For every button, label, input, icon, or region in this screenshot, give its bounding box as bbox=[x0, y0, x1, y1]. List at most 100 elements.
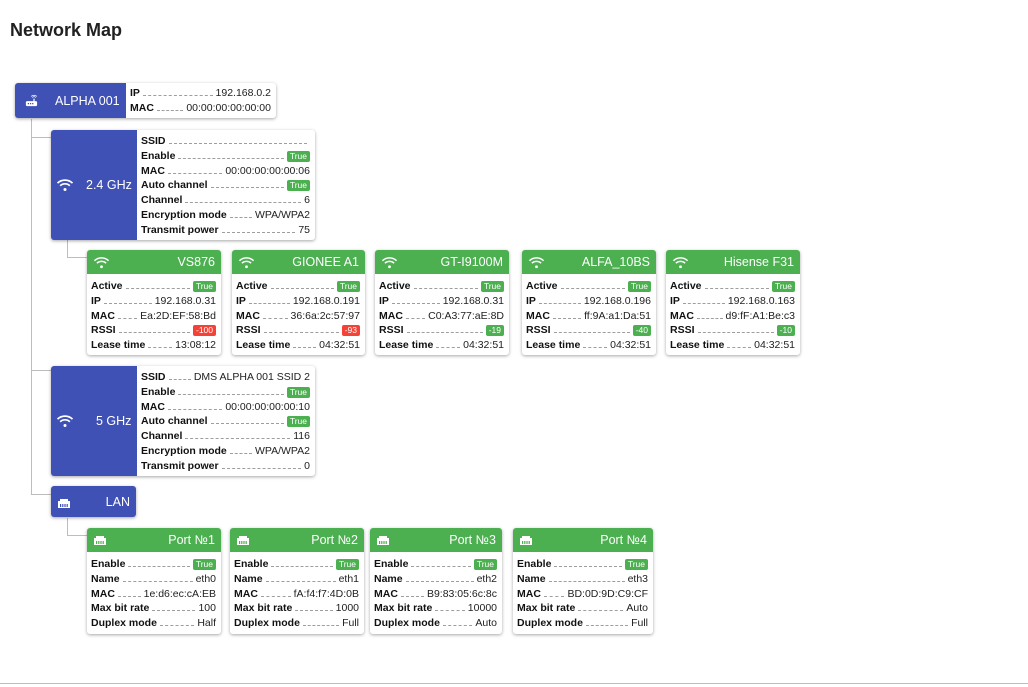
client-header: GT-I9100M bbox=[375, 250, 509, 274]
port-info: Enable True Name eth1 MAC fA:f4:f7:4D:0B Max b… bbox=[230, 552, 364, 634]
info-key: Enable bbox=[234, 558, 269, 570]
lan-card[interactable]: LAN bbox=[51, 486, 136, 517]
leader-dots bbox=[168, 143, 307, 144]
lan-header: LAN bbox=[51, 486, 136, 517]
info-row: Max bit rate 100 bbox=[91, 601, 216, 616]
info-row: RSSI -10 bbox=[670, 323, 795, 338]
port-name: Port №2 bbox=[311, 533, 358, 547]
info-row: Active True bbox=[91, 279, 216, 294]
info-value: WPA/WPA2 bbox=[254, 444, 310, 457]
radio-5-card[interactable]: 5 GHz SSID DMS ALPHA 001 SSID 2 Enable Tru… bbox=[51, 366, 315, 476]
port-card[interactable]: Port №1 Enable True Name eth0 MAC 1e:d6:ec:cA:… bbox=[87, 528, 221, 634]
info-key: MAC bbox=[141, 400, 165, 413]
leader-dots bbox=[727, 347, 752, 349]
port-header: Port №4 bbox=[513, 528, 653, 552]
radio-24-card[interactable]: 2.4 GHz SSID Enable True MAC 00:00:00:00:0… bbox=[51, 130, 315, 240]
port-card[interactable]: Port №2 Enable True Name eth1 MAC fA:f4:f7:4D:… bbox=[230, 528, 364, 634]
client-card[interactable]: Hisense F31 Active True IP 192.168.0.163 MAC d… bbox=[666, 250, 800, 355]
info-key: Encryption mode bbox=[141, 208, 227, 221]
status-badge: True bbox=[480, 281, 504, 292]
info-key: Duplex mode bbox=[517, 617, 583, 630]
router-info: IP 192.168.0.2 MAC 00:00:00:00:00:00 bbox=[126, 83, 276, 118]
port-header: Port №2 bbox=[230, 528, 364, 552]
info-row: IP 192.168.0.2 bbox=[130, 86, 271, 101]
leader-dots bbox=[167, 408, 223, 410]
info-row: Enable True bbox=[517, 557, 648, 572]
leader-dots bbox=[178, 157, 284, 159]
info-key: IP bbox=[670, 294, 680, 307]
status-badge: True bbox=[192, 559, 216, 570]
leader-dots bbox=[117, 595, 141, 597]
info-row: RSSI -19 bbox=[379, 323, 504, 338]
info-key: SSID bbox=[141, 371, 166, 383]
info-row: RSSI -93 bbox=[236, 323, 360, 338]
info-value: eth1 bbox=[338, 572, 359, 585]
info-key: Max bit rate bbox=[234, 602, 293, 615]
info-key: Enable bbox=[91, 558, 126, 570]
info-key: Auto channel bbox=[141, 179, 208, 192]
info-key: Duplex mode bbox=[374, 617, 440, 630]
status-badge: -40 bbox=[632, 325, 651, 337]
radio-24-info: SSID Enable True MAC 00:00:00:00:00:06 Aut… bbox=[137, 130, 315, 240]
wifi-icon bbox=[528, 256, 545, 269]
info-key: Enable bbox=[517, 558, 552, 570]
port-name: Port №4 bbox=[600, 533, 647, 547]
leader-dots bbox=[270, 288, 334, 289]
tree-line bbox=[31, 494, 51, 495]
info-value: DMS ALPHA 001 SSID 2 bbox=[193, 371, 310, 383]
info-row: Enable True bbox=[234, 557, 359, 572]
client-info: Active True IP 192.168.0.163 MAC d9:fF:A1:Be:… bbox=[666, 274, 800, 355]
port-card[interactable]: Port №4 Enable True Name eth3 MAC BD:0D:9D:C9:… bbox=[513, 528, 653, 634]
client-card[interactable]: GIONEE A1 Active True IP 192.168.0.191 MAC 36:… bbox=[232, 250, 365, 355]
status-badge: True bbox=[335, 559, 359, 570]
status-badge: True bbox=[192, 281, 216, 292]
client-info: Active True IP 192.168.0.31 MAC Ea:2D:EF:58:B… bbox=[87, 274, 221, 355]
info-value: 1000 bbox=[335, 602, 359, 615]
port-card[interactable]: Port №3 Enable True Name eth2 MAC B9:83:05:6c:… bbox=[370, 528, 502, 634]
info-row: Duplex mode Full bbox=[234, 616, 359, 631]
tree-line bbox=[31, 137, 51, 138]
info-key: RSSI bbox=[526, 324, 551, 337]
info-row: IP 192.168.0.191 bbox=[236, 294, 360, 309]
leader-dots bbox=[442, 625, 473, 627]
leader-dots bbox=[118, 332, 190, 334]
router-header: ALPHA 001 bbox=[15, 83, 126, 118]
info-key: RSSI bbox=[670, 324, 695, 337]
info-value: 0 bbox=[304, 459, 310, 472]
ethernet-icon bbox=[57, 496, 71, 508]
port-info: Enable True Name eth2 MAC B9:83:05:6c:8c Max b… bbox=[370, 552, 502, 634]
lan-name: LAN bbox=[105, 494, 130, 509]
client-card[interactable]: VS876 Active True IP 192.168.0.31 MAC Ea:2D:EF… bbox=[87, 250, 221, 355]
info-row: Active True bbox=[526, 279, 651, 294]
info-row: Enable True bbox=[374, 557, 497, 572]
leader-dots bbox=[548, 580, 625, 582]
info-key: Enable bbox=[141, 385, 176, 398]
router-card[interactable]: ALPHA 001 IP 192.168.0.2 MAC 00:00:00:00:0… bbox=[15, 83, 276, 118]
info-row: Channel 6 bbox=[141, 193, 310, 208]
wifi-icon bbox=[238, 256, 255, 269]
info-key: Transmit power bbox=[141, 459, 219, 472]
leader-dots bbox=[583, 347, 608, 349]
info-value: 75 bbox=[298, 223, 310, 236]
leader-dots bbox=[156, 109, 184, 111]
client-card[interactable]: ALFA_10BS Active True IP 192.168.0.196 MAC ff:… bbox=[522, 250, 656, 355]
client-header: ALFA_10BS bbox=[522, 250, 656, 274]
info-key: Lease time bbox=[91, 339, 146, 352]
info-key: MAC bbox=[234, 587, 258, 600]
info-row: Active True bbox=[670, 279, 795, 294]
info-row: MAC Ea:2D:EF:58:Bd bbox=[91, 309, 216, 324]
info-row: Transmit power 0 bbox=[141, 459, 310, 474]
client-card[interactable]: GT-I9100M Active True IP 192.168.0.31 MAC C0:A… bbox=[375, 250, 509, 355]
info-value: 1e:d6:ec:cA:EB bbox=[143, 587, 216, 600]
info-key: MAC bbox=[141, 164, 165, 177]
info-row: Name eth1 bbox=[234, 572, 359, 587]
leader-dots bbox=[221, 467, 302, 469]
status-badge: True bbox=[286, 416, 310, 428]
info-key: Active bbox=[670, 280, 702, 292]
info-key: SSID bbox=[141, 135, 166, 147]
info-value: eth2 bbox=[476, 572, 497, 585]
status-badge: -10 bbox=[776, 325, 795, 337]
info-value: 04:32:51 bbox=[754, 339, 795, 352]
info-value: 192.168.0.191 bbox=[292, 294, 360, 307]
port-name: Port №3 bbox=[449, 533, 496, 547]
